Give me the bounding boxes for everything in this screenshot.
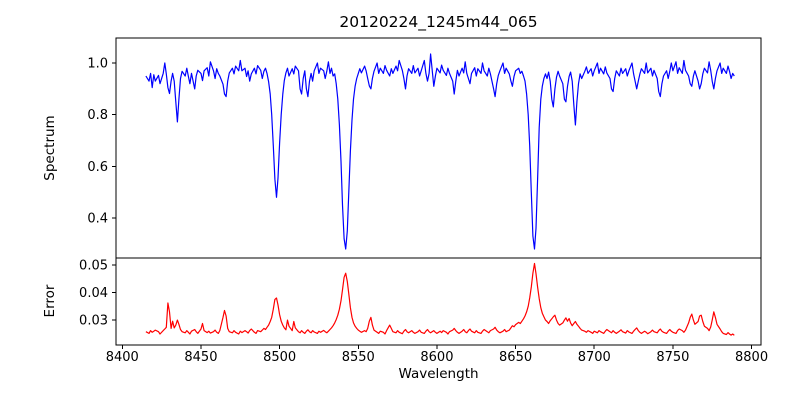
y-tick-label: 0.8 xyxy=(87,108,108,123)
y-tick-label: 0.03 xyxy=(79,314,108,329)
x-tick-label: 8800 xyxy=(735,350,768,365)
x-tick-label: 8750 xyxy=(656,350,689,365)
x-tick-label: 8550 xyxy=(342,350,375,365)
y-axis-label-error: Error xyxy=(42,284,58,318)
x-tick-label: 8400 xyxy=(106,350,139,365)
spectrum-line xyxy=(145,53,735,250)
x-tick-label: 8500 xyxy=(263,350,296,365)
y-tick-label: 0.05 xyxy=(79,258,108,273)
y-tick-label: 0.04 xyxy=(79,286,108,301)
x-tick-label: 8700 xyxy=(578,350,611,365)
y-tick-label: 1.0 xyxy=(87,57,108,72)
y-tick-label: 0.6 xyxy=(87,160,108,175)
y-tick-label: 0.4 xyxy=(87,211,108,226)
x-tick-label: 8650 xyxy=(499,350,532,365)
error-line xyxy=(145,262,735,336)
error-panel-frame xyxy=(115,257,762,346)
x-tick-label: 8450 xyxy=(184,350,217,365)
x-axis-label: Wavelength xyxy=(398,366,479,382)
chart-title: 20120224_1245m44_065 xyxy=(339,13,538,31)
x-tick-label: 8600 xyxy=(420,350,453,365)
